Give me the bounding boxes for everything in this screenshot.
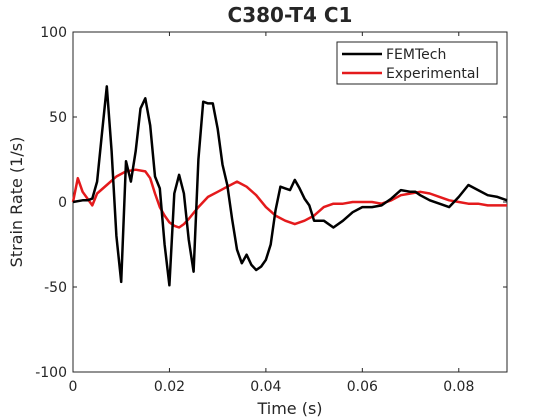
y-tick-label: 0 bbox=[58, 195, 67, 211]
y-tick-label: 50 bbox=[49, 110, 67, 126]
x-tick-label: 0 bbox=[69, 379, 78, 395]
legend-label-experimental: Experimental bbox=[386, 66, 479, 82]
x-tick-label: 0.02 bbox=[154, 379, 185, 395]
plot-area: 0 0.02 0.04 0.06 0.08 -100 -50 0 50 100 bbox=[35, 25, 508, 395]
y-axis-label: Strain Rate (1/s) bbox=[7, 137, 26, 268]
series-line-femtech bbox=[72, 85, 508, 287]
legend-label-femtech: FEMTech bbox=[386, 47, 446, 63]
y-tick-label: 100 bbox=[40, 25, 67, 41]
y-tick-label: -50 bbox=[44, 280, 67, 296]
legend: FEMTech Experimental bbox=[336, 41, 498, 85]
legend-box bbox=[336, 41, 498, 85]
series-lines bbox=[71, 85, 508, 287]
x-tick-label: 0.04 bbox=[250, 379, 281, 395]
chart-title: C380-T4 C1 bbox=[228, 3, 353, 27]
x-axis-label: Time (s) bbox=[256, 399, 322, 418]
x-tick-label: 0.08 bbox=[443, 379, 474, 395]
x-tick-label: 0.06 bbox=[347, 379, 378, 395]
y-tick-label: -100 bbox=[35, 365, 67, 381]
axis-tick-labels: 0 0.02 0.04 0.06 0.08 -100 -50 0 50 100 bbox=[35, 25, 474, 395]
